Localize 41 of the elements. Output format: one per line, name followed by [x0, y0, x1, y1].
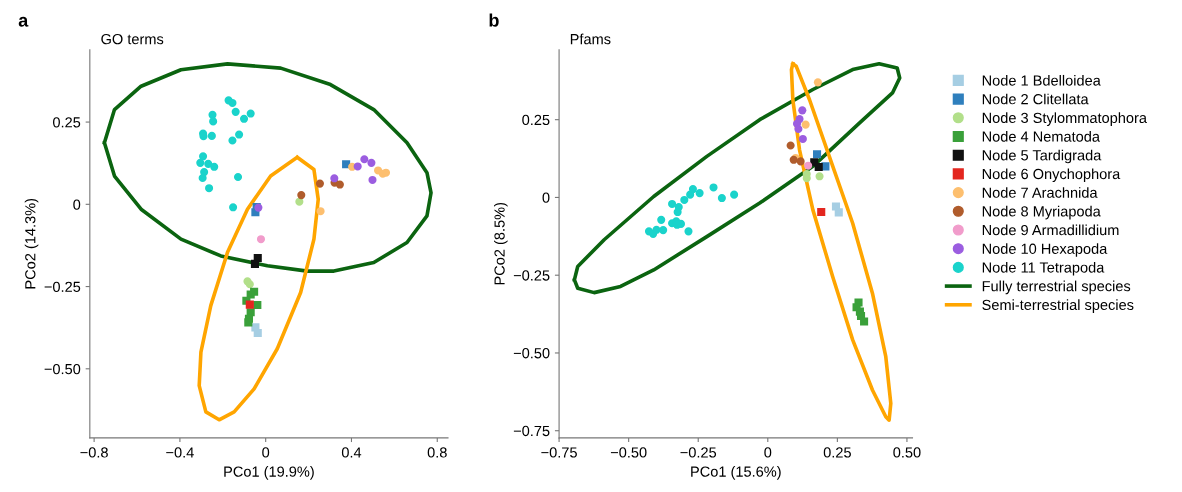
chart-title: GO terms: [101, 33, 164, 45]
text: Fully terrestrial species: [982, 280, 1131, 295]
x-tick-label: 0.4: [341, 447, 362, 458]
legend-label: Node 2 Clitellata: [982, 93, 1089, 105]
x-tick-label: −0.8: [80, 447, 108, 458]
legend-label: Node 11 Tetrapoda: [982, 261, 1105, 276]
legend-label: Node 4 Nematoda: [982, 131, 1100, 142]
text: b: [489, 13, 499, 27]
legend-label: Node 5 Tardigrada: [982, 149, 1102, 164]
x-axis-title: PCo1 (19.9%): [224, 466, 314, 480]
y-tick-label: −0.50: [44, 363, 81, 375]
x-tick-label: 0.25: [823, 447, 851, 458]
y-tick-label: −0.50: [513, 348, 550, 359]
x-tick-label: 0: [262, 447, 270, 458]
legend-label: Node 10 Hexapoda: [982, 243, 1108, 257]
legend-label: Node 6 Onychophora: [982, 168, 1121, 183]
legend-label: Node 8 Myriapoda: [982, 205, 1101, 220]
text: Semi-terrestrial species: [982, 299, 1134, 313]
chart-title: Pfams: [570, 33, 611, 45]
y-axis-title: PCo2 (8.5%): [494, 202, 508, 285]
x-tick-label: −0.75: [541, 447, 577, 458]
y-tick-label: 0: [542, 192, 550, 203]
y-tick-label: −0.25: [44, 281, 81, 292]
x-tick-label: 0: [764, 447, 772, 458]
x-tick-label: −0.50: [610, 447, 647, 458]
x-axis-title: PCo1 (15.6%): [691, 466, 781, 480]
y-tick-label: −0.75: [513, 425, 550, 437]
x-tick-label: 0.50: [893, 447, 921, 458]
y-tick-label: 0.25: [52, 117, 81, 128]
x-tick-label: −0.4: [166, 447, 194, 458]
y-tick-label: 0: [73, 199, 81, 210]
legend-label: Node 7 Arachnida: [982, 187, 1098, 198]
text: a: [18, 16, 29, 27]
legend-label: Node 1 Bdelloidea: [982, 74, 1101, 86]
x-tick-label: −0.25: [680, 447, 717, 458]
x-tick-label: 0.8: [427, 447, 447, 458]
y-axis-title: PCo2 (14.3%): [24, 198, 39, 289]
legend-label: Node 3 Stylommatophora: [982, 112, 1147, 126]
y-tick-label: 0.25: [522, 114, 550, 126]
y-tick-label: −0.25: [513, 270, 550, 281]
legend-label: Node 9 Armadillidium: [982, 224, 1119, 236]
